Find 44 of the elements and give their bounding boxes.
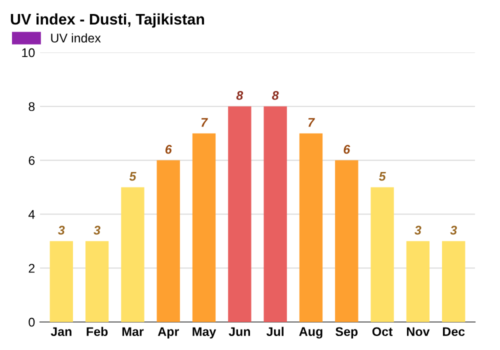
bar	[442, 241, 466, 322]
x-tick-label: May	[192, 327, 216, 339]
x-tick-label: Nov	[406, 327, 430, 336]
bar	[370, 187, 394, 322]
chart-title: UV index - Dusti, Tajikistan	[10, 13, 204, 28]
x-tick-label: Mar	[122, 327, 144, 336]
y-tick-label: 0	[28, 318, 35, 327]
data-label: 6	[165, 144, 172, 154]
bar	[406, 241, 430, 322]
y-tick-label: 8	[28, 102, 35, 112]
bar	[121, 187, 144, 322]
x-tick-label: Jul	[266, 326, 284, 336]
x-tick-label: Dec	[442, 327, 465, 336]
x-tick-label: Jun	[228, 327, 250, 336]
data-label: 5	[129, 172, 136, 181]
bar	[192, 133, 216, 322]
bar	[85, 241, 109, 322]
x-tick-label: Oct	[372, 327, 393, 336]
y-tick-label: 6	[28, 156, 35, 165]
x-tick-label: Sep	[336, 327, 358, 339]
bar	[156, 160, 180, 322]
data-label: 3	[94, 226, 100, 235]
x-tick-label: Aug	[299, 327, 322, 339]
bar	[299, 133, 323, 322]
y-tick-label: 10	[22, 48, 35, 58]
data-label: 6	[344, 144, 350, 154]
bar	[335, 160, 358, 322]
y-tick-label: 4	[28, 210, 35, 219]
data-label: 3	[414, 226, 422, 235]
data-label: 8	[272, 91, 279, 100]
data-label: 5	[378, 172, 386, 181]
x-tick-label: Feb	[86, 326, 108, 336]
data-label: 8	[236, 91, 244, 100]
bar	[50, 241, 73, 322]
x-tick-label: Jan	[50, 327, 72, 336]
bar	[264, 106, 287, 322]
data-label: 7	[308, 118, 315, 127]
x-tick-label: Apr	[158, 327, 179, 339]
data-label: 7	[201, 118, 208, 127]
bar	[228, 106, 252, 322]
text: UV index	[51, 33, 101, 43]
data-label: 3	[450, 226, 457, 235]
data-label: 3	[58, 226, 65, 235]
y-tick-label: 2	[28, 264, 35, 273]
